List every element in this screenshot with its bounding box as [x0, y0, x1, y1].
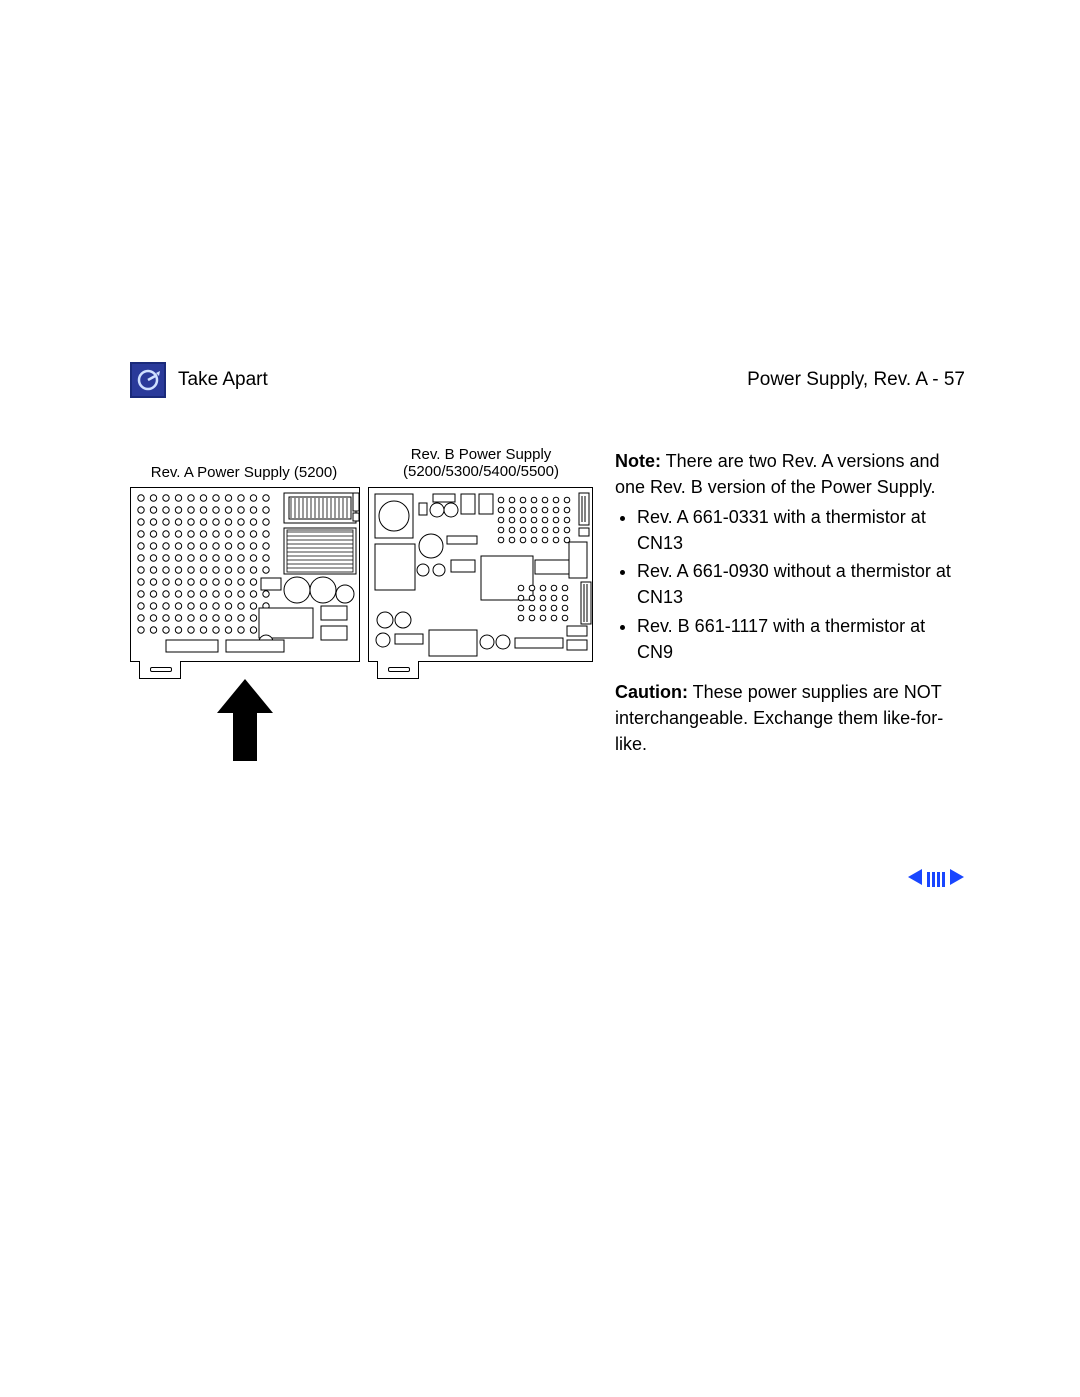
page-title-text: Power Supply, Rev. A: [747, 369, 927, 390]
diagram-labels: Rev. A Power Supply (5200) Rev. B Power …: [130, 446, 595, 481]
text-column: Note: There are two Rev. A versions and …: [615, 446, 965, 767]
note-label: Note:: [615, 451, 661, 471]
bullet-list: Rev. A 661-0331 with a thermistor at CN1…: [615, 504, 965, 665]
caution-label: Caution:: [615, 682, 688, 702]
diagram-label-b: Rev. B Power Supply (5200/5300/5400/5500…: [371, 446, 591, 481]
bullet-item: Rev. B 661-1117 with a thermistor at CN9: [637, 613, 965, 665]
content-area: Rev. A Power Supply (5200) Rev. B Power …: [130, 446, 965, 767]
page-number: 57: [944, 369, 965, 390]
diagram-area: [130, 487, 595, 767]
nav-pages-icon[interactable]: [925, 872, 947, 887]
bullet-item: Rev. A 661-0331 with a thermistor at CN1…: [637, 504, 965, 556]
power-supply-board-a: [130, 487, 360, 662]
power-supply-board-b: [368, 487, 593, 662]
caution-paragraph: Caution: These power supplies are NOT in…: [615, 679, 965, 757]
take-apart-icon: [130, 362, 166, 398]
header-left: Take Apart: [130, 362, 268, 398]
bullet-item: Rev. A 661-0930 without a thermistor at …: [637, 558, 965, 610]
diagram-label-a: Rev. A Power Supply (5200): [134, 446, 354, 481]
note-text: There are two Rev. A versions and one Re…: [615, 451, 939, 497]
nav-next-icon[interactable]: [947, 868, 965, 891]
note-paragraph: Note: There are two Rev. A versions and …: [615, 448, 965, 500]
diagram-column: Rev. A Power Supply (5200) Rev. B Power …: [130, 446, 595, 767]
nav-prev-icon[interactable]: [907, 868, 925, 891]
page-nav: [907, 868, 965, 891]
page-title: Power Supply, Rev. A - 57: [747, 369, 965, 391]
page-header: Take Apart Power Supply, Rev. A - 57: [130, 362, 965, 398]
arrow-up-icon: [215, 679, 275, 761]
section-title: Take Apart: [178, 369, 268, 391]
